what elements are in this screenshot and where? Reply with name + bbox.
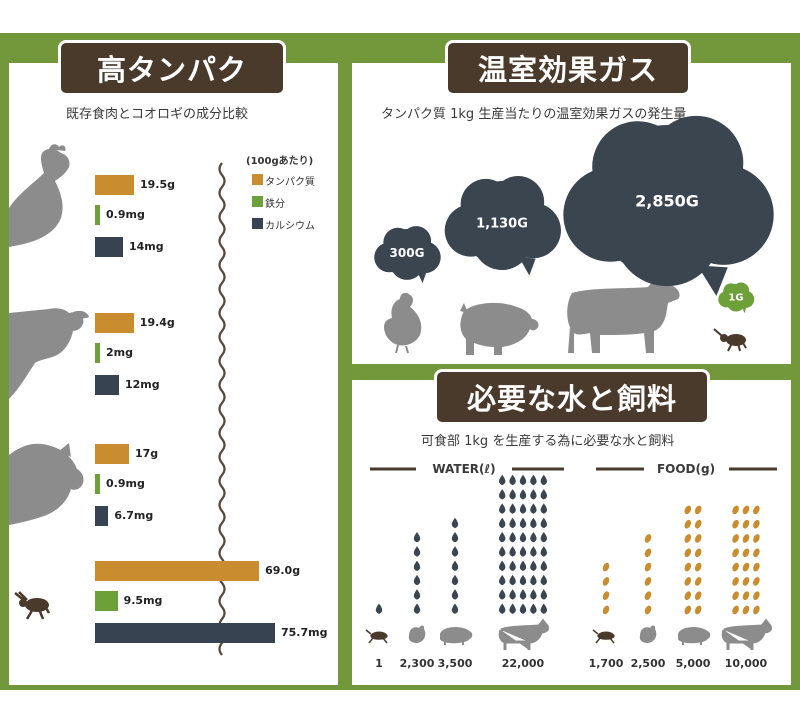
cloud-pig: 1,130G xyxy=(444,175,561,276)
legend-swatch-iron xyxy=(252,196,263,207)
pig-icon xyxy=(460,302,539,355)
bar-cow-0 xyxy=(95,313,134,333)
bar-cow-2 xyxy=(95,375,119,395)
bar-chicken-2 xyxy=(95,237,123,257)
water-cow xyxy=(499,474,547,614)
bar-label-cow-0: 19.4g xyxy=(139,316,175,329)
cloud-label-pig: 1,130G xyxy=(476,217,528,232)
resources-panel: 必要な水と飼料 可食部 1kg を生産する為に必要な水と飼料 WATER(ℓ) … xyxy=(352,372,791,685)
water-label-pig: 3,500 xyxy=(438,657,473,670)
food-cow xyxy=(732,505,760,615)
water-label-cow: 22,000 xyxy=(502,657,545,670)
cricket-icon xyxy=(365,629,388,644)
bar-label-chicken-2: 14mg xyxy=(129,240,164,253)
legend-label-calcium: カルシウム xyxy=(265,221,315,232)
legend-swatch-protein xyxy=(252,174,263,185)
food-label-cricket: 1,700 xyxy=(589,657,624,670)
water-pig xyxy=(451,517,459,614)
food-label-pig: 5,000 xyxy=(676,657,711,670)
food-cricket xyxy=(602,562,610,615)
pig-icon xyxy=(440,627,473,645)
food-pig xyxy=(684,505,702,615)
bar-pig-2 xyxy=(95,506,109,526)
cow-icon xyxy=(567,277,680,353)
bar-cow-1 xyxy=(95,343,100,363)
food-label-cow: 10,000 xyxy=(725,657,768,670)
wavy-divider xyxy=(218,162,226,656)
bar-cricket-2 xyxy=(95,623,275,643)
chicken-icon xyxy=(639,625,657,643)
chicken-icon xyxy=(9,144,70,247)
cloud-label-cricket: 1G xyxy=(728,293,743,304)
cricket-icon xyxy=(14,591,51,620)
bar-label-chicken-1: 0.9mg xyxy=(106,208,145,221)
ghg-subtitle: タンパク質 1kg 生産当たりの温室効果ガスの発生量 xyxy=(381,107,687,122)
cloud-cow: 2,850G xyxy=(563,115,774,296)
water-label-chicken: 2,300 xyxy=(400,657,435,670)
resources-chart: WATER(ℓ) FOOD(g) 1 2,300 3,500 22,000 1,700 2… xyxy=(365,462,777,670)
bar-cricket-1 xyxy=(95,591,118,611)
water-label-cricket: 1 xyxy=(375,657,383,670)
cloud-label-chicken: 300G xyxy=(390,246,425,260)
food-chicken xyxy=(644,534,652,615)
bar-label-chicken-0: 19.5g xyxy=(140,178,176,191)
ghg-chart: 300G 1,130G 2,850G 1G xyxy=(374,115,774,355)
water-cricket xyxy=(375,603,383,614)
bar-label-pig-1: 0.9mg xyxy=(106,477,145,490)
legend-label-protein: タンパク質 xyxy=(265,177,315,188)
cow-icon xyxy=(721,618,772,650)
bar-label-cricket-1: 9.5mg xyxy=(123,594,163,607)
bar-label-cow-2: 12mg xyxy=(125,378,160,391)
ghg-clouds: 300G 1,130G 2,850G 1G xyxy=(374,115,774,314)
water-chicken xyxy=(413,532,421,614)
water-axis-title: WATER(ℓ) xyxy=(432,462,495,476)
bar-cricket-0 xyxy=(95,561,260,581)
cow-icon xyxy=(9,308,89,399)
ghg-title: 温室効果ガス xyxy=(448,43,688,93)
chicken-icon xyxy=(408,625,426,643)
cow-icon xyxy=(498,618,549,650)
bar-label-cow-1: 2mg xyxy=(106,346,133,359)
pig-icon xyxy=(9,443,84,525)
protein-panel: 高タンパク 既存食肉とコオロギの成分比較 19.5g 0.9mg 14mg 19.4g… xyxy=(9,43,338,685)
protein-subtitle: 既存食肉とコオロギの成分比較 xyxy=(66,107,249,122)
legend-unit: (100gあたり) xyxy=(246,156,314,167)
food-axis-title: FOOD(g) xyxy=(657,462,715,476)
cloud-chicken: 300G xyxy=(374,226,441,283)
cricket-icon xyxy=(713,328,747,352)
bar-label-pig-2: 6.7mg xyxy=(114,509,154,522)
bar-label-cricket-0: 69.0g xyxy=(265,564,301,577)
cloud-label-cow: 2,850G xyxy=(635,192,699,211)
resources-subtitle: 可食部 1kg を生産する為に必要な水と飼料 xyxy=(421,434,675,449)
bar-pig-1 xyxy=(95,474,100,494)
cloud-cricket: 1G xyxy=(718,282,755,314)
chicken-icon xyxy=(384,292,422,354)
bar-label-cricket-2: 75.7mg xyxy=(281,626,328,639)
food-label-chicken: 2,500 xyxy=(631,657,666,670)
pig-icon xyxy=(678,627,711,645)
bar-pig-0 xyxy=(95,444,129,464)
resources-title: 必要な水と飼料 xyxy=(437,372,707,422)
bar-chicken-1 xyxy=(95,205,100,225)
bar-chicken-0 xyxy=(95,175,134,195)
ghg-panel: 温室効果ガス タンパク質 1kg 生産当たりの温室効果ガスの発生量 300G 1,… xyxy=(352,43,791,364)
protein-title: 高タンパク xyxy=(61,43,283,93)
bar-label-pig-0: 17g xyxy=(135,447,159,460)
cricket-icon xyxy=(592,629,615,644)
legend-swatch-calcium xyxy=(252,218,263,229)
legend-label-iron: 鉄分 xyxy=(265,199,285,210)
